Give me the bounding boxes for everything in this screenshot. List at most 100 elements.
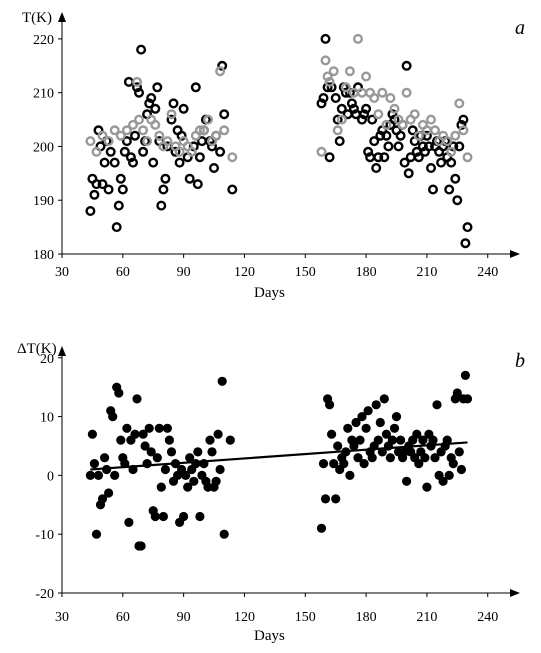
panel-b-series-1-point: [389, 423, 400, 433]
panel-a-series-1-point: [401, 60, 412, 71]
panel-b-series-1-point: [87, 429, 97, 439]
panel-a-series-1-point: [456, 119, 467, 130]
panel-b-series-1-point: [442, 435, 452, 445]
panel-a-series-1-point: [150, 103, 161, 114]
panel-a-series-1-point: [367, 114, 378, 125]
panel-b-y-tick-label: -10: [35, 528, 54, 543]
panel-b-series-1-point: [217, 376, 227, 386]
panel-b-series-1-point: [164, 435, 174, 445]
panel-b-series-1-point: [353, 453, 363, 463]
panel-b-x-axis-arrow: [510, 589, 520, 597]
panel-a-y-axis-arrow: [58, 12, 66, 22]
panel-b-y-tick-label: 10: [40, 411, 54, 426]
panel-b-series-1-point: [387, 435, 397, 445]
panel-a-series-1-point: [332, 114, 343, 125]
panel-b-x-tick-label: 60: [116, 610, 130, 625]
panel-b-series-1-point: [420, 453, 430, 463]
panel-b-y-tick-label: 0: [47, 469, 54, 484]
panel-b-series-1-point: [207, 447, 217, 457]
panel-b-series-1-point: [345, 470, 355, 480]
panel-b-series-1-point: [150, 511, 160, 522]
panel-a-series-2-point: [397, 119, 408, 130]
panel-a-series-2-point: [450, 130, 461, 141]
panel-a-series-1-point: [138, 146, 149, 157]
panel-b-series-1-point: [396, 435, 406, 445]
panel-a-chart: T(K) a Days 180 190 200 210 220 30 60 90 120 150 1…: [22, 10, 525, 301]
panel-a-x-tick-label: 90: [177, 265, 191, 280]
panel-a-series-1-point: [357, 114, 368, 125]
panel-b-series-1-point: [205, 435, 215, 445]
panel-a-series-1-point: [373, 152, 384, 163]
panel-a-series-2-point: [227, 152, 238, 163]
panel-a-series-2-point: [142, 136, 153, 147]
panel-b-series-1-point: [327, 429, 337, 439]
panel-b-series-1-point: [166, 447, 177, 457]
panel-a-series-2-point: [316, 146, 327, 157]
panel-b-series-1-point: [132, 394, 142, 404]
panel-b-series-1-point: [158, 511, 168, 522]
panel-a-series-1-point: [428, 184, 439, 195]
panel-a-series-2-point: [85, 136, 96, 147]
panel-b-series-1-point: [191, 459, 201, 469]
panel-a-series-1-point: [89, 189, 100, 200]
panel-a-series-1-point: [320, 33, 331, 44]
panel-a-series-1-point: [190, 82, 201, 93]
panel-a-series-1-point: [389, 114, 400, 125]
panel-a-series-1-point: [158, 184, 169, 195]
panel-b-x-tick-label: 210: [416, 610, 437, 625]
panel-a-series-1-point: [166, 114, 177, 125]
panel-a-series-2-point: [385, 92, 396, 103]
panel-a-y-tick-label: 200: [33, 140, 54, 155]
panel-b-label: b: [515, 350, 525, 372]
panel-a-series-1-point: [361, 103, 372, 114]
panel-a-series-2-point: [357, 87, 368, 98]
panel-b-series-1-point: [193, 447, 203, 457]
panel-b-series-1-point: [108, 412, 118, 422]
panel-a-series-1-point: [99, 157, 110, 168]
panel-a-series-1-point: [330, 92, 341, 103]
panel-b-series-1-point: [325, 400, 335, 410]
panel-b-series-1-point: [100, 453, 110, 463]
panel-a-series-2-point: [442, 136, 453, 147]
panel-b-series-1-point: [189, 476, 199, 486]
panel-b-x-tick-label: 150: [295, 610, 316, 625]
panel-b-series-1-point: [462, 394, 473, 404]
panel-a-series-1-point: [227, 184, 238, 195]
panel-b-series-1-point: [333, 441, 343, 451]
panel-b-series-1-point: [456, 464, 466, 475]
panel-b-series-1-point: [179, 511, 189, 522]
panel-a-series-2-point: [462, 152, 473, 163]
panel-a-series-2-point: [369, 92, 380, 103]
panel-b-series-1-point: [329, 459, 339, 469]
panel-b-y-axis-label: ΔT(K): [17, 341, 57, 357]
panel-a-series-2-point: [115, 130, 126, 141]
panel-b-series-1-point: [351, 417, 361, 428]
panel-a-series-1-point: [375, 130, 386, 141]
panel-a-series-1-point: [318, 92, 329, 103]
panel-b-series-1-point: [152, 453, 162, 463]
panel-a-series-1-point: [174, 157, 185, 168]
panel-a-y-axis-label: T(K): [22, 10, 52, 26]
panel-a-series-1-point: [336, 103, 347, 114]
panel-a-series-1-point: [152, 82, 163, 93]
panel-a-series-2-point: [174, 146, 185, 157]
panel-a-series-1-point: [136, 44, 147, 55]
panel-b-series-1-point: [154, 423, 164, 433]
panel-b-series-1-point: [381, 429, 391, 439]
panel-a-series-1-point: [346, 98, 357, 109]
panel-a-series-2-point: [91, 146, 102, 157]
panel-a-series-1-point: [146, 92, 157, 103]
panel-b-series-1-point: [363, 406, 373, 416]
panel-a-series-1-point: [379, 152, 390, 163]
panel-a-series-1-point: [334, 136, 345, 147]
panel-a-series-2-point: [150, 119, 161, 130]
panel-a-series-1-point: [369, 136, 380, 147]
panel-a-series-1-point: [383, 141, 394, 152]
panel-a-series-1-point: [91, 179, 102, 190]
panel-a-series-2-point: [332, 125, 343, 136]
panel-b-series-1-point: [97, 494, 108, 504]
panel-a-series-1-point: [219, 109, 230, 120]
panel-b-x-tick-label: 180: [356, 610, 377, 625]
panel-a-series-1-point: [436, 157, 447, 168]
